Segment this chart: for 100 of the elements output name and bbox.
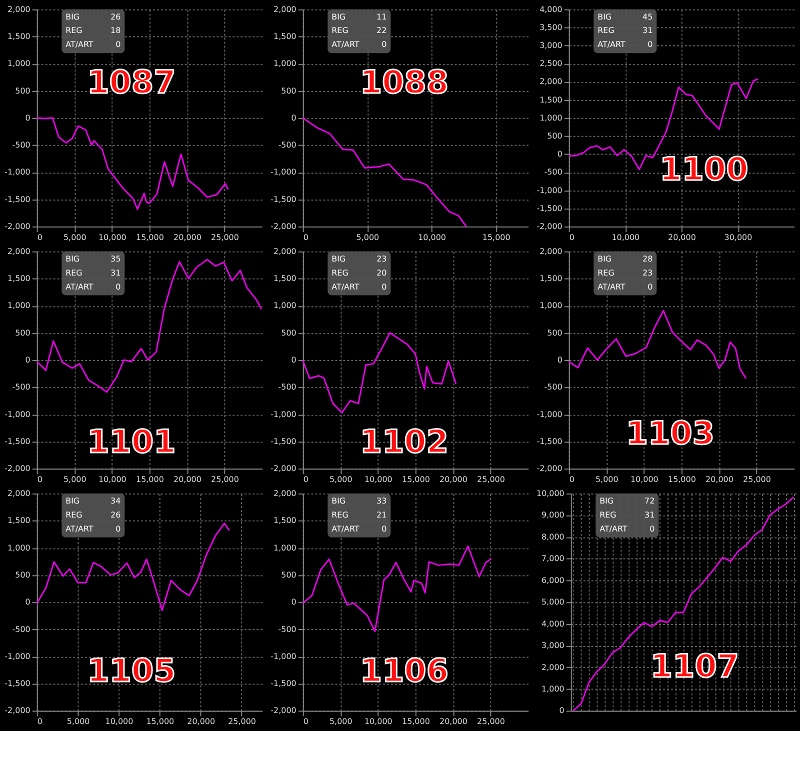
annotation: AT/ART bbox=[598, 40, 626, 50]
annotation: 0 bbox=[648, 282, 653, 292]
x-tick-label: 20,000 bbox=[174, 232, 202, 242]
x-tick-label: 10,000 bbox=[364, 475, 392, 484]
x-tick-label: 10,000 bbox=[98, 232, 126, 242]
x-tick-label: 5,000 bbox=[66, 717, 90, 726]
y-tick-label: 1,500 bbox=[8, 274, 30, 284]
y-tick-label: -2,000 bbox=[536, 222, 562, 232]
y-tick-label: 500 bbox=[547, 132, 562, 141]
y-tick-label: 4,000 bbox=[540, 4, 562, 14]
y-tick-label: -500 bbox=[544, 168, 562, 177]
y-tick-label: -2,000 bbox=[270, 222, 296, 232]
annotation: 26 bbox=[110, 510, 121, 520]
y-tick-label: 1,500 bbox=[274, 32, 296, 41]
text: 1087 bbox=[87, 63, 176, 102]
y-tick-label: -1,000 bbox=[270, 652, 296, 661]
y-tick-label: 1,500 bbox=[8, 32, 30, 41]
annotation: REG bbox=[66, 26, 82, 36]
annotation: BIG bbox=[66, 496, 80, 506]
line-series bbox=[302, 545, 492, 632]
annotation: 23 bbox=[642, 268, 653, 278]
y-tick-label: 1,500 bbox=[540, 274, 562, 284]
x-tick-label: 0 bbox=[303, 717, 308, 726]
annotation: REG bbox=[598, 26, 614, 36]
y-tick-label: -1,500 bbox=[4, 679, 30, 688]
y-tick-label: 3,000 bbox=[540, 41, 562, 50]
y-tick-label: 1,000 bbox=[274, 543, 296, 552]
x-tick-label: 5,000 bbox=[329, 475, 352, 484]
y-tick-label: 8,000 bbox=[542, 532, 564, 542]
annotation: 31 bbox=[110, 268, 121, 278]
annotation: 0 bbox=[650, 524, 655, 534]
y-tick-label: -1,000 bbox=[4, 168, 30, 177]
annotation: REG bbox=[66, 510, 82, 520]
annotation: AT/ART bbox=[332, 40, 360, 50]
x-tick-label: 5,000 bbox=[329, 717, 352, 726]
y-tick-label: 0 bbox=[25, 113, 30, 122]
y-tick-label: -2,000 bbox=[4, 706, 30, 716]
y-tick-label: -500 bbox=[12, 140, 30, 150]
y-tick-label: -500 bbox=[12, 624, 30, 634]
y-tick-label: 2,000 bbox=[274, 246, 296, 256]
annotation: BIG bbox=[66, 254, 80, 264]
x-tick-label: 15,000 bbox=[136, 475, 164, 484]
y-tick-label: 3,000 bbox=[542, 641, 564, 650]
line-series bbox=[302, 332, 457, 414]
annotation: REG bbox=[66, 268, 82, 278]
y-tick-label: -500 bbox=[278, 140, 296, 150]
x-tick-label: 0 bbox=[569, 475, 574, 484]
y-tick-label: 10,000 bbox=[536, 489, 564, 498]
text: 1103 bbox=[626, 414, 715, 452]
y-tick-label: -1,500 bbox=[270, 194, 296, 204]
y-tick-label: 4,000 bbox=[542, 619, 564, 628]
annotation: REG bbox=[332, 268, 348, 278]
annotation: 0 bbox=[382, 282, 387, 292]
annotation: 20 bbox=[376, 268, 387, 278]
y-tick-label: 500 bbox=[281, 86, 296, 96]
y-tick-label: 0 bbox=[291, 113, 296, 122]
x-tick-label: 15,000 bbox=[136, 232, 164, 242]
y-tick-label: 0 bbox=[291, 356, 296, 365]
text: 1102 bbox=[360, 422, 449, 461]
line-series bbox=[572, 496, 794, 712]
y-tick-label: 3,500 bbox=[540, 22, 562, 32]
y-tick-label: -1,000 bbox=[4, 652, 30, 661]
x-tick-label: 5,000 bbox=[356, 232, 380, 242]
x-tick-label: 25,000 bbox=[211, 475, 239, 484]
annotation: 0 bbox=[116, 40, 121, 50]
annotation: BIG bbox=[600, 496, 614, 506]
annotation: 72 bbox=[644, 496, 655, 506]
y-tick-label: 0 bbox=[291, 598, 296, 607]
y-tick-label: 500 bbox=[281, 328, 296, 338]
line-series bbox=[302, 117, 468, 228]
y-tick-label: 1,000 bbox=[274, 59, 296, 68]
y-tick-label: -2,000 bbox=[270, 464, 296, 474]
annotation: BIG bbox=[598, 254, 612, 264]
line-series bbox=[36, 117, 229, 210]
y-tick-label: 1,000 bbox=[540, 301, 562, 310]
annotation: 22 bbox=[376, 26, 387, 36]
y-tick-label: -1,000 bbox=[270, 410, 296, 419]
x-tick-label: 25,000 bbox=[211, 232, 239, 242]
x-tick-label: 5,000 bbox=[63, 475, 86, 484]
y-tick-label: -1,500 bbox=[270, 679, 296, 688]
y-tick-label: 2,000 bbox=[542, 662, 564, 672]
y-tick-label: 1,000 bbox=[8, 543, 30, 552]
y-tick-label: -1,500 bbox=[536, 436, 562, 446]
text: 1088 bbox=[360, 63, 449, 102]
annotation: 0 bbox=[648, 40, 653, 50]
x-tick-label: 20,000 bbox=[440, 475, 468, 484]
y-tick-label: 2,000 bbox=[8, 246, 30, 256]
y-tick-label: 2,000 bbox=[8, 4, 30, 14]
annotation: 23 bbox=[376, 254, 387, 264]
annotation: 34 bbox=[110, 496, 121, 506]
x-tick-label: 15,000 bbox=[402, 717, 430, 726]
y-tick-label: -2,000 bbox=[270, 706, 296, 716]
annotation: 31 bbox=[642, 26, 653, 36]
annotation: AT/ART bbox=[66, 524, 94, 534]
x-tick-label: 10,000 bbox=[630, 475, 658, 484]
text: 1101 bbox=[87, 422, 176, 461]
y-tick-label: -500 bbox=[278, 382, 296, 392]
y-tick-label: 0 bbox=[25, 356, 30, 365]
annotation: 21 bbox=[376, 510, 387, 520]
y-tick-label: -2,000 bbox=[4, 464, 30, 474]
